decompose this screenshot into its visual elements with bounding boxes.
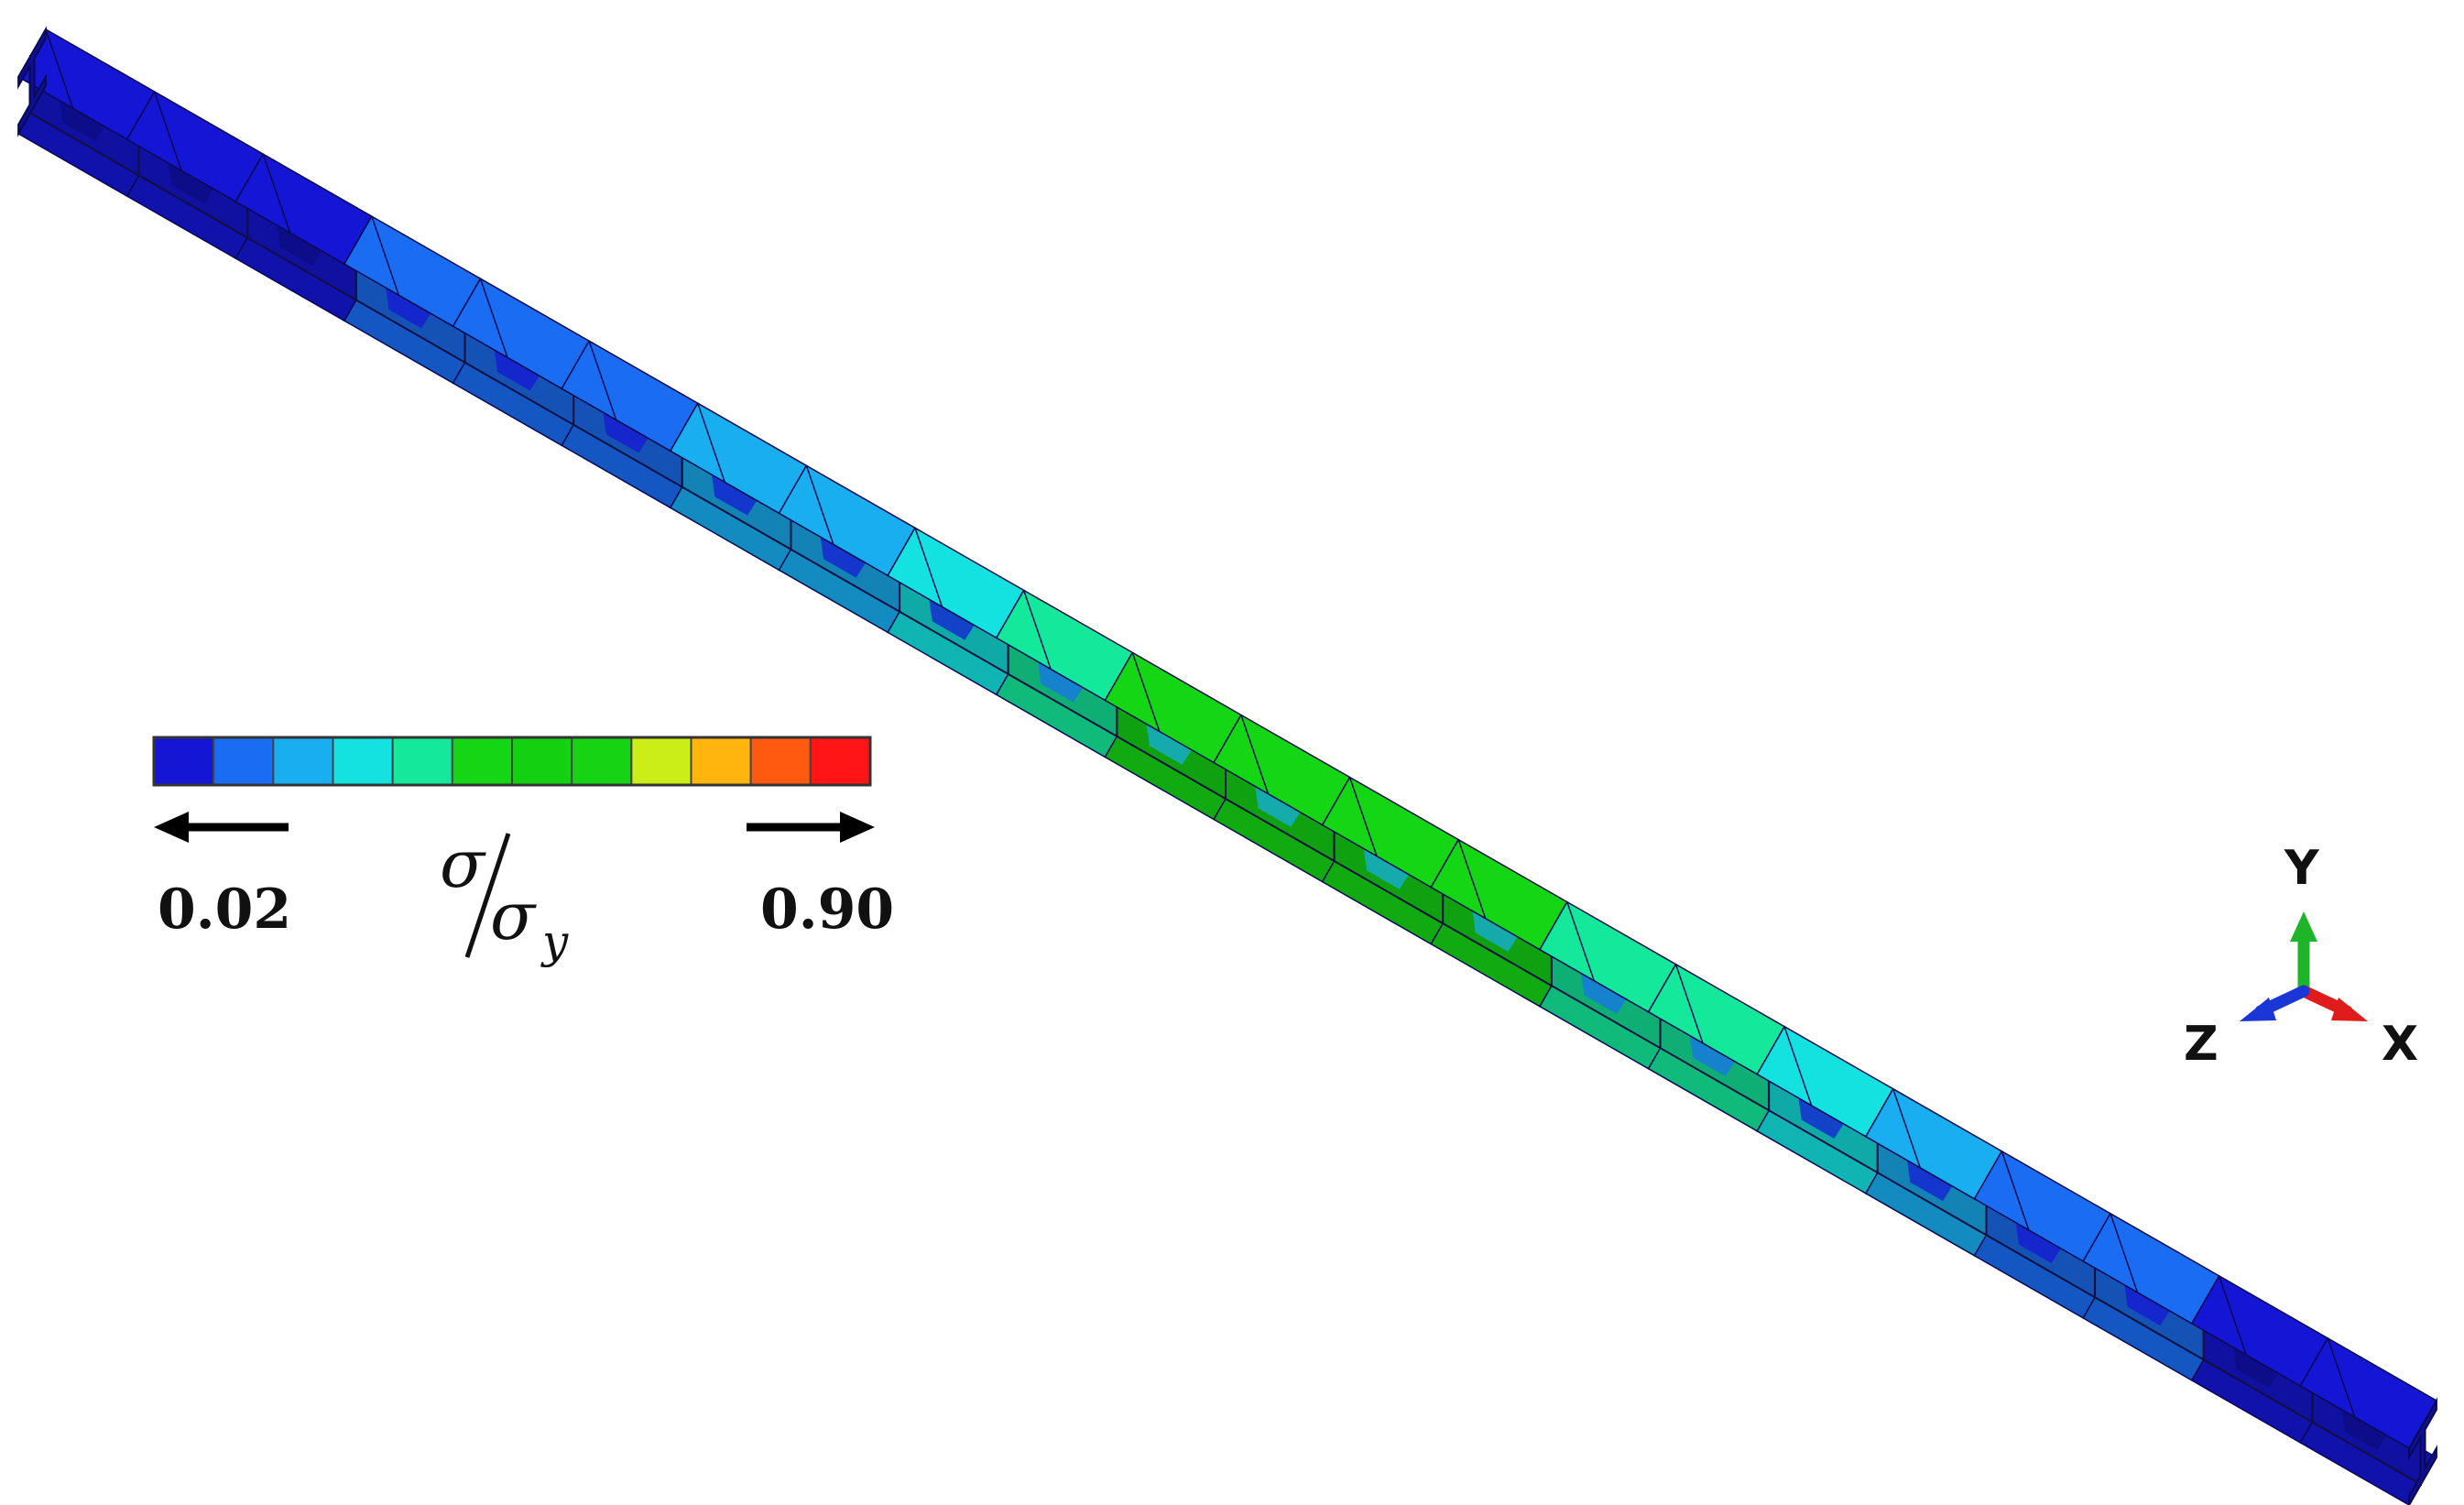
colorbar-cell [213, 736, 275, 786]
colorbar-cell [749, 736, 812, 786]
x-axis-label: X [2382, 1017, 2418, 1072]
axis-triad: Y X Z [2184, 841, 2418, 1072]
flange-mesh-line [2110, 1213, 2139, 1293]
y-axis-arrow [2290, 911, 2317, 998]
colorbar-cell [451, 736, 514, 786]
flange-mesh-line [1348, 777, 1378, 856]
beam-right-end [2408, 1397, 2437, 1505]
colorbar-cell [571, 736, 633, 786]
flange-mesh-line [1566, 901, 1596, 981]
colorbar-max-label: 0.90 [760, 878, 894, 942]
flange-mesh-line [588, 340, 617, 420]
x-axis-arrow [2297, 985, 2368, 1021]
z-axis-label: Z [2184, 1017, 2219, 1072]
flange-mesh-line [2001, 1151, 2030, 1231]
colorbar-frame [152, 736, 872, 787]
flange-mesh-line [1783, 1026, 1813, 1107]
flange-mesh-line [371, 215, 400, 296]
flange-mesh-line [2218, 1275, 2247, 1356]
min-arrow [154, 812, 289, 843]
flange-mesh-line [805, 465, 834, 545]
flange-mesh-line [1240, 714, 1270, 794]
color-legend: 0.02 0.90 σ σ y [152, 736, 894, 968]
colorbar-cell [272, 736, 334, 786]
flange-mesh-line [697, 403, 725, 483]
flange-mesh-line [2327, 1337, 2356, 1418]
flange-mesh-line [1674, 964, 1704, 1043]
z-axis-arrow [2240, 985, 2310, 1021]
i-beam-stress-contour [17, 26, 2437, 1505]
flange-mesh-line [1022, 590, 1052, 670]
max-arrow [747, 812, 875, 843]
colorbar-cell [153, 736, 215, 786]
colorbar-cell [630, 736, 692, 786]
beam-left-end [17, 26, 47, 137]
colorbar-cell [809, 736, 871, 786]
flange-mesh-line [914, 528, 943, 607]
colorbar-cell [391, 736, 453, 786]
flange-mesh-line [1457, 839, 1487, 919]
flange-mesh-line [479, 278, 508, 358]
stress-ratio-slash [464, 833, 511, 958]
flange-mesh-line [1892, 1088, 1921, 1169]
stress-ratio-subscript: y [540, 915, 569, 968]
colorbar-cell [332, 736, 394, 786]
colorbar-cell [511, 736, 573, 786]
stress-ratio-denominator: σ [490, 878, 537, 954]
flange-mesh-line [262, 153, 291, 234]
colorbar-min-label: 0.02 [158, 878, 291, 942]
colorbar-cell [690, 736, 752, 786]
stress-ratio-label: σ σ y [440, 825, 569, 968]
flange-mesh-line [153, 91, 182, 171]
flange-mesh-line [45, 28, 74, 109]
flange-mesh-line [1131, 652, 1161, 732]
y-axis-label: Y [2284, 841, 2320, 896]
colorbar [153, 736, 871, 786]
stress-ratio-numerator: σ [440, 825, 486, 902]
